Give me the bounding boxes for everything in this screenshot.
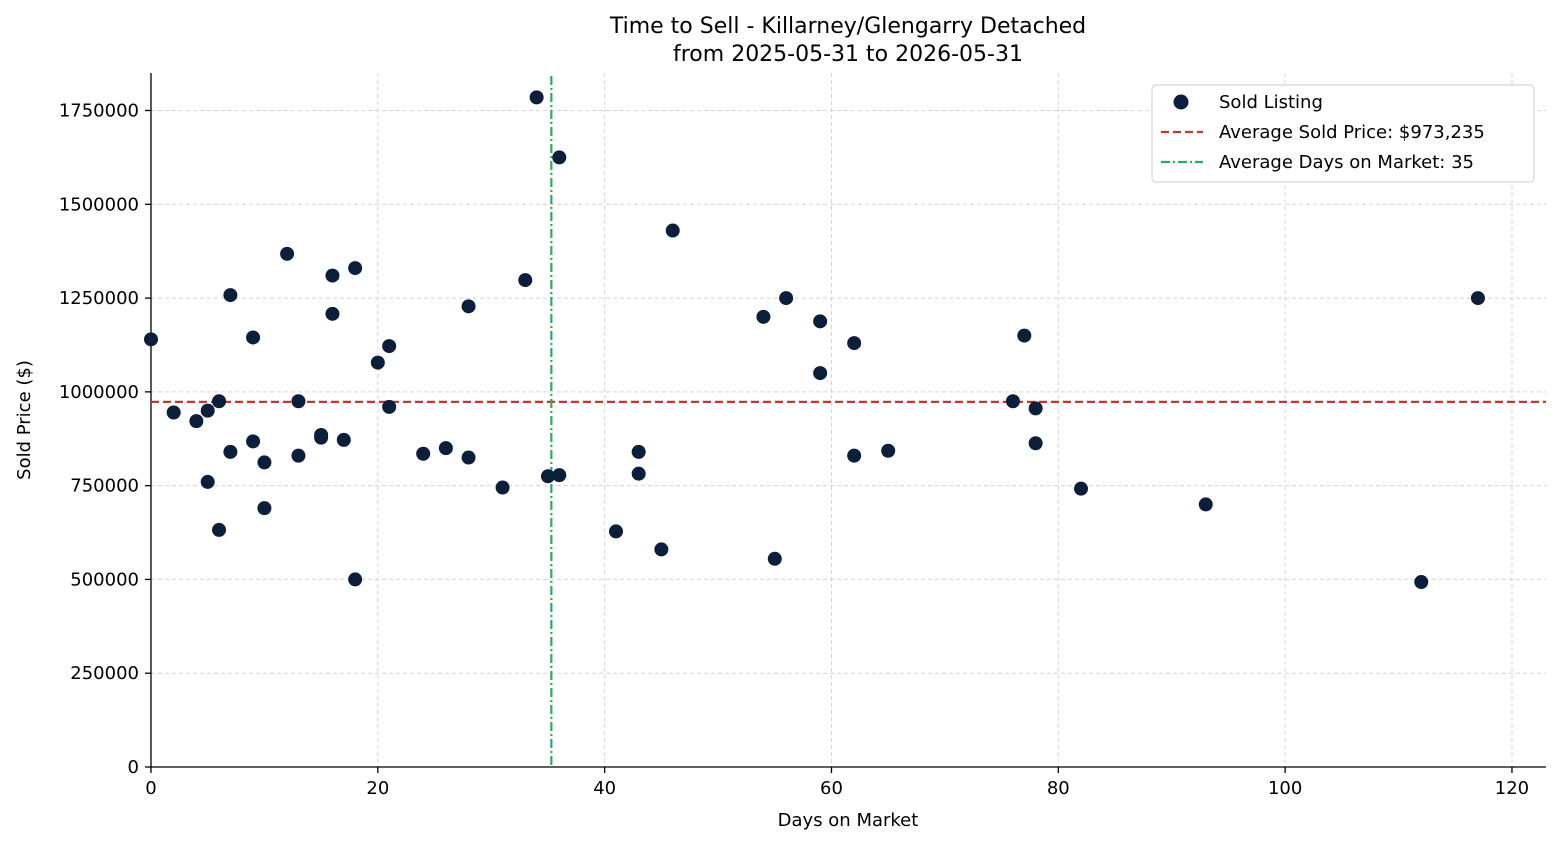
y-tick-label: 250000 [70, 663, 139, 684]
data-point [461, 299, 476, 314]
data-point [1005, 394, 1020, 409]
data-point [246, 434, 261, 449]
y-tick-label: 1500000 [59, 194, 139, 215]
data-point [552, 150, 567, 165]
data-point [336, 432, 351, 447]
data-point [325, 268, 340, 283]
data-point [189, 414, 204, 429]
data-point [461, 450, 476, 465]
data-point [382, 399, 397, 414]
y-axis-label: Sold Price ($) [14, 360, 35, 480]
data-point [1028, 436, 1043, 451]
data-point [200, 474, 215, 489]
legend-label-sold: Sold Listing [1219, 92, 1323, 113]
data-point [200, 403, 215, 418]
data-point [631, 444, 646, 459]
data-point [223, 288, 238, 303]
x-tick-label: 40 [593, 778, 616, 799]
data-point [257, 501, 272, 516]
data-point [540, 469, 555, 484]
data-points [144, 90, 1485, 590]
data-point [348, 261, 363, 276]
data-point [631, 466, 646, 481]
data-point [654, 542, 669, 557]
data-point [1470, 291, 1485, 306]
data-point [495, 480, 510, 495]
data-point [881, 443, 896, 458]
legend-label-avg-days: Average Days on Market: 35 [1219, 152, 1474, 173]
data-point [813, 366, 828, 381]
y-tick-label: 1000000 [59, 382, 139, 403]
data-point [280, 246, 295, 261]
data-point [416, 446, 431, 461]
data-point [325, 306, 340, 321]
y-tick-label: 500000 [70, 569, 139, 590]
data-point [756, 309, 771, 324]
data-point [813, 314, 828, 329]
data-point [314, 430, 329, 445]
data-point [529, 90, 544, 105]
y-tick-label: 0 [128, 757, 139, 778]
data-point [370, 355, 385, 370]
data-point [246, 330, 261, 345]
chart-title-line2: from 2025-05-31 to 2026-05-31 [673, 42, 1023, 67]
data-point [609, 524, 623, 539]
y-tick-label: 750000 [70, 476, 139, 497]
x-tick-label: 80 [1047, 778, 1070, 799]
data-point [223, 444, 238, 459]
data-point [438, 441, 453, 456]
reference-lines [151, 76, 1546, 767]
x-tick-label: 100 [1268, 778, 1302, 799]
y-tick-label: 1250000 [59, 288, 139, 309]
data-point [847, 336, 862, 351]
data-point [1074, 481, 1088, 496]
legend: Sold Listing Average Sold Price: $973,23… [1151, 84, 1535, 183]
data-point [767, 551, 782, 566]
data-point [291, 448, 306, 463]
x-tick-label: 20 [366, 778, 389, 799]
data-point [1017, 328, 1032, 343]
legend-marker-sold [1173, 94, 1189, 110]
data-point [665, 223, 680, 238]
data-point [166, 405, 181, 420]
data-point [847, 448, 862, 463]
data-point [212, 394, 227, 409]
data-point [779, 291, 794, 306]
data-point [348, 572, 363, 587]
legend-label-avg-price: Average Sold Price: $973,235 [1219, 122, 1485, 143]
x-tick-label: 0 [145, 778, 156, 799]
data-point [212, 522, 227, 537]
x-tick-label: 60 [820, 778, 843, 799]
legend-box [1151, 84, 1535, 183]
x-tick-label: 120 [1495, 778, 1529, 799]
chart-title-line1: Time to Sell - Killarney/Glengarry Detac… [609, 14, 1086, 39]
data-point [1198, 497, 1213, 512]
y-tick-label: 1750000 [59, 101, 139, 122]
data-point [382, 339, 397, 354]
data-point [518, 273, 533, 288]
data-point [1028, 401, 1043, 416]
data-point [144, 332, 158, 347]
data-point [291, 394, 306, 409]
x-axis-label: Days on Market [778, 810, 919, 831]
data-point [257, 455, 272, 470]
data-point [1414, 575, 1429, 590]
axes: 0 20 40 60 80 100 120 0 250000 500000 750000 100000… [59, 73, 1546, 799]
data-point [552, 468, 567, 483]
